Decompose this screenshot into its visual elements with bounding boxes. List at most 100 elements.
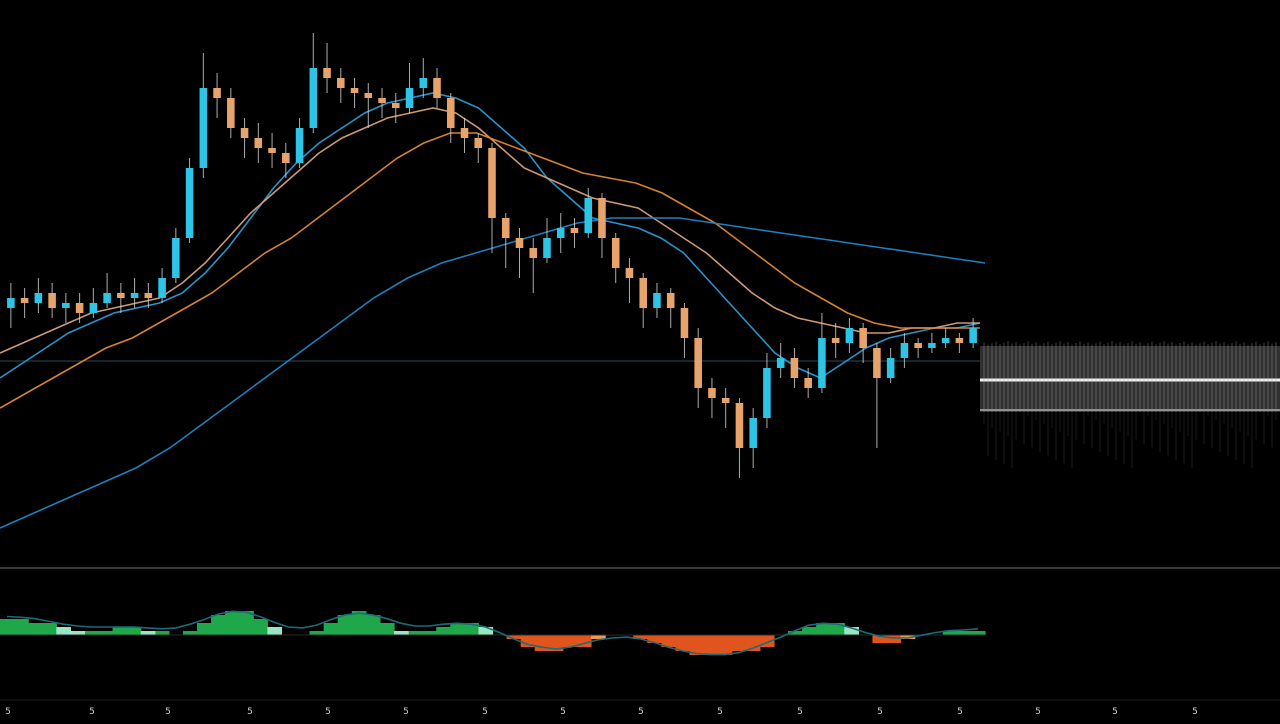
histogram-bar xyxy=(42,623,57,635)
histogram-bar xyxy=(28,623,43,635)
histogram-bar xyxy=(520,635,536,647)
candle-body xyxy=(240,128,249,138)
candle-body xyxy=(584,198,593,233)
candle-body xyxy=(694,338,702,388)
candle-body xyxy=(570,228,579,233)
time-axis-label: 5 xyxy=(1112,707,1118,717)
candle-body xyxy=(474,138,483,148)
time-axis-label: 5 xyxy=(957,707,963,717)
candle-body xyxy=(886,358,895,378)
candle-body xyxy=(598,198,606,238)
candle-body xyxy=(268,148,276,153)
candle-body xyxy=(419,78,428,88)
time-axis-label: 5 xyxy=(403,707,409,717)
candle-body xyxy=(391,103,400,108)
histogram-bar xyxy=(239,611,254,635)
histogram-bar xyxy=(182,631,198,635)
candle-body xyxy=(185,168,194,238)
candle-body xyxy=(103,293,111,303)
histogram-bar xyxy=(436,627,451,635)
candle-body xyxy=(928,343,936,348)
candle-body xyxy=(144,293,153,298)
candle-body xyxy=(749,418,757,448)
macd-histogram xyxy=(0,611,986,655)
histogram-bar xyxy=(450,623,465,635)
histogram-bar xyxy=(337,615,353,635)
candle-body xyxy=(955,338,964,343)
time-axis-label: 5 xyxy=(717,707,723,717)
histogram-bar xyxy=(717,635,733,655)
candle-body xyxy=(433,78,441,98)
candle-body xyxy=(501,218,510,238)
histogram-bar xyxy=(661,635,677,647)
candle-body xyxy=(556,228,565,238)
histogram-bar xyxy=(379,623,395,635)
histogram-bar xyxy=(309,631,325,635)
candle-body xyxy=(20,298,29,303)
histogram-bar-fading xyxy=(394,631,409,635)
histogram-bar-fading xyxy=(70,631,86,635)
candle-body xyxy=(804,378,812,388)
histogram-bar-fading xyxy=(900,635,916,639)
ma-line-slow_orange xyxy=(0,132,980,409)
candle-body xyxy=(130,293,139,298)
histogram-bar-fading xyxy=(478,627,494,635)
candle-body xyxy=(845,328,854,343)
time-axis-label: 5 xyxy=(1035,707,1041,717)
candle-body xyxy=(543,238,551,258)
time-axis-label: 5 xyxy=(89,707,95,717)
histogram-bar xyxy=(112,627,128,635)
candle-body xyxy=(969,328,977,343)
candle-body xyxy=(460,128,469,138)
histogram-bar xyxy=(126,627,142,635)
histogram-bar-fading xyxy=(140,631,156,635)
candle-body xyxy=(213,88,221,98)
histogram-bar xyxy=(731,635,747,651)
ma-line-fast xyxy=(0,92,981,379)
time-axis-labels: 5 5 5 5 5 5 5 5 5 5 5 5 5 5 5 5 xyxy=(5,707,1198,717)
histogram-bar xyxy=(464,623,480,635)
histogram-bar xyxy=(788,631,803,635)
time-axis-label: 5 xyxy=(797,707,803,717)
histogram-bar xyxy=(872,635,888,643)
histogram-bar xyxy=(675,635,691,651)
histogram-bar xyxy=(351,611,367,635)
histogram-bar xyxy=(633,635,648,639)
histogram-bar xyxy=(647,635,662,643)
histogram-bar xyxy=(970,631,986,635)
candle-body xyxy=(227,98,235,128)
candle-body xyxy=(309,68,318,128)
macd-line-path xyxy=(6,610,979,656)
candle-body xyxy=(199,88,208,168)
histogram-bar xyxy=(225,611,240,635)
candle-body xyxy=(295,128,304,163)
histogram-bar xyxy=(408,631,423,635)
histogram-bar-fading xyxy=(591,635,606,639)
candle-body xyxy=(900,343,909,358)
histogram-bar xyxy=(802,627,817,635)
histogram-bar xyxy=(689,635,705,655)
candle-body xyxy=(75,303,84,313)
histogram-bar-fading xyxy=(844,627,859,635)
histogram-bar xyxy=(886,635,902,643)
time-axis-label: 5 xyxy=(165,707,171,717)
candle-body xyxy=(172,238,180,278)
candle-body xyxy=(488,148,496,218)
candle-body xyxy=(323,68,331,78)
candle-body xyxy=(158,278,166,298)
histogram-bar xyxy=(84,631,100,635)
histogram-bar-fading xyxy=(267,627,283,635)
candle-body xyxy=(48,293,56,308)
candle-body xyxy=(62,303,70,308)
histogram-bar xyxy=(211,615,226,635)
candle-body xyxy=(611,238,620,268)
time-axis-label: 5 xyxy=(638,707,644,717)
time-axis-label: 5 xyxy=(560,707,566,717)
histogram-bar xyxy=(703,635,719,655)
candle-body xyxy=(776,358,785,368)
candle-body xyxy=(364,93,373,98)
candle-body xyxy=(529,248,538,258)
price-projection-zone xyxy=(980,341,1280,468)
